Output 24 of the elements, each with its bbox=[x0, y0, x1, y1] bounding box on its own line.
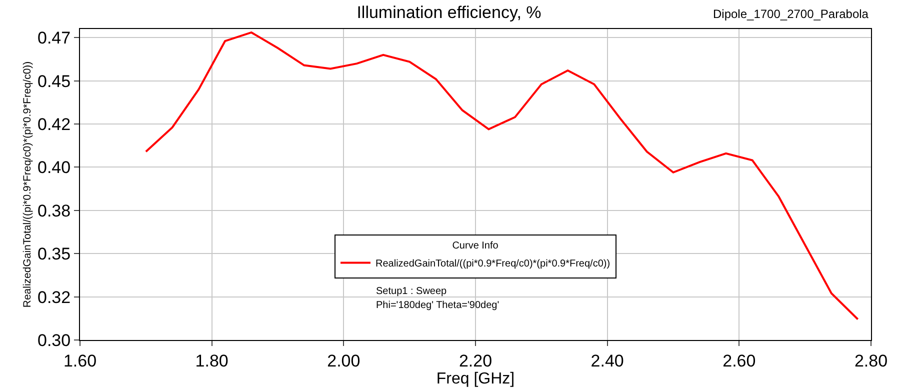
y-axis-title: RealizedGainTotal/((pi*0.9*Freq/c0)*(pi*0.9*Freq/c0)) bbox=[21, 61, 34, 308]
y-tick-label: 0.47 bbox=[38, 28, 71, 48]
x-tick-label: 1.80 bbox=[195, 351, 228, 370]
y-tick-label: 0.38 bbox=[38, 201, 71, 220]
x-tick-label: 2.40 bbox=[590, 351, 624, 370]
text: Dipole_1700_2700_Parabola bbox=[713, 7, 869, 21]
x-axis-title: Freq [GHz] bbox=[436, 370, 515, 388]
y-tick-label: 0.45 bbox=[38, 72, 71, 91]
x-tick-label: 2.00 bbox=[327, 351, 360, 370]
y-tick-label: 0.30 bbox=[38, 330, 71, 350]
legend-title: Curve Info bbox=[452, 240, 499, 252]
x-tick-label: 2.20 bbox=[458, 351, 492, 370]
y-tick-label: 0.40 bbox=[38, 158, 71, 178]
x-tick-label: 2.60 bbox=[722, 351, 756, 370]
y-tick-label: 0.42 bbox=[38, 114, 71, 134]
legend-label: RealizedGainTotal/((pi*0.9*Freq/c0)*(pi*0.9*Freq/c0)) bbox=[376, 258, 610, 270]
y-tick-label: 0.35 bbox=[38, 244, 71, 264]
line-series bbox=[144, 31, 859, 320]
x-tick-label: 2.80 bbox=[854, 351, 888, 370]
annotation: Phi='180deg' Theta='90deg' bbox=[376, 300, 500, 311]
x-tick-label: 1.60 bbox=[63, 351, 97, 370]
chart-title: Illumination efficiency, % bbox=[356, 2, 542, 22]
y-tick-label: 0.32 bbox=[38, 288, 71, 307]
annotation: Setup1 : Sweep bbox=[376, 286, 448, 297]
